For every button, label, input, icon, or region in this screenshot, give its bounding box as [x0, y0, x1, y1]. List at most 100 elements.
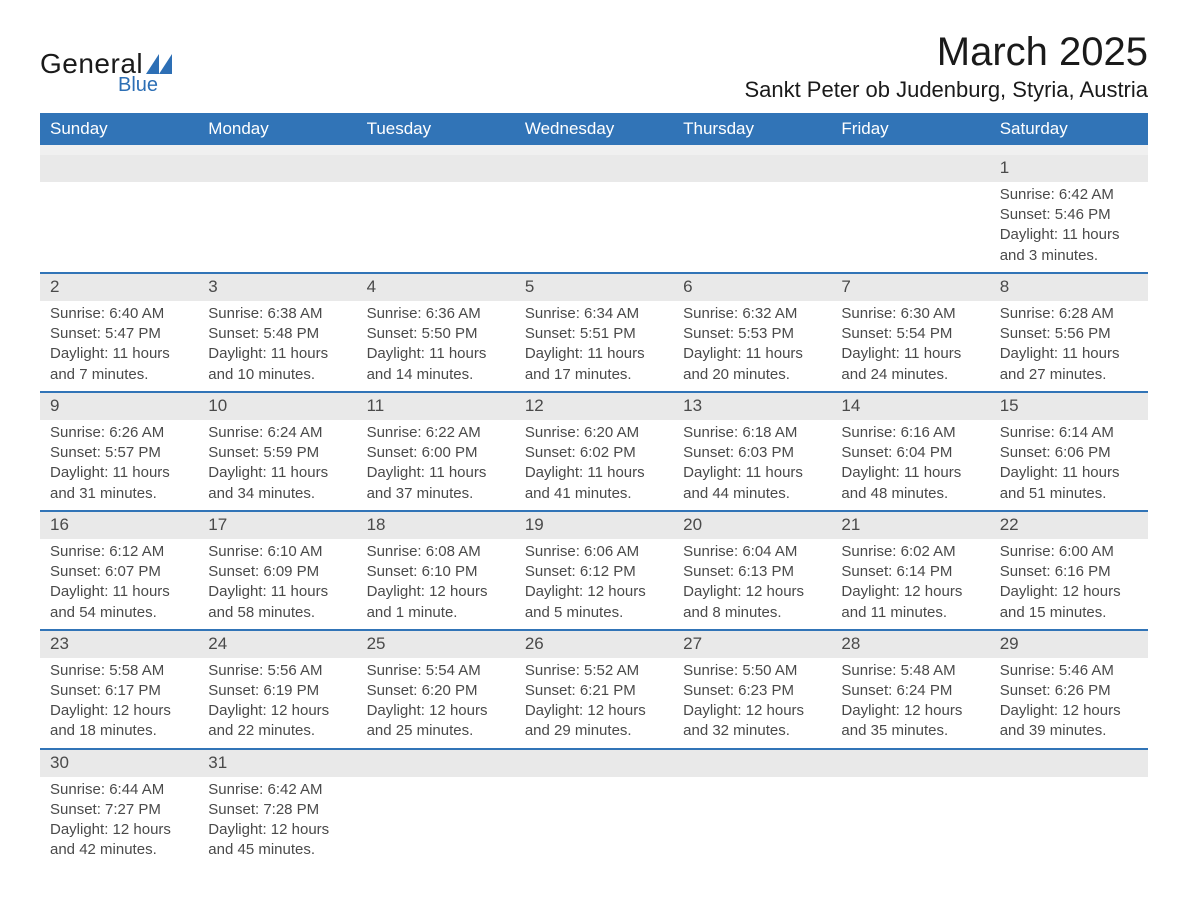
- daylight-line: and 22 minutes.: [208, 721, 354, 741]
- daylight-line: Daylight: 12 hours: [208, 820, 354, 840]
- daylight-line: Daylight: 12 hours: [208, 701, 354, 721]
- day-body: Sunrise: 6:12 AMSunset: 6:07 PMDaylight:…: [40, 542, 198, 623]
- daylight-line: and 39 minutes.: [1000, 721, 1146, 741]
- sunset-line: Sunset: 6:03 PM: [683, 443, 829, 463]
- day-body: Sunrise: 5:48 AMSunset: 6:24 PMDaylight:…: [831, 661, 989, 742]
- day-body: Sunrise: 6:06 AMSunset: 6:12 PMDaylight:…: [515, 542, 673, 623]
- sunrise-line: Sunrise: 6:06 AM: [525, 542, 671, 562]
- day-cell: 10Sunrise: 6:24 AMSunset: 5:59 PMDayligh…: [198, 393, 356, 510]
- sunrise-line: Sunrise: 5:46 AM: [1000, 661, 1146, 681]
- sunset-line: Sunset: 6:09 PM: [208, 562, 354, 582]
- sunrise-line: Sunrise: 6:28 AM: [1000, 304, 1146, 324]
- sunrise-line: Sunrise: 6:26 AM: [50, 423, 196, 443]
- day-body: Sunrise: 6:26 AMSunset: 5:57 PMDaylight:…: [40, 423, 198, 504]
- day-body: Sunrise: 6:04 AMSunset: 6:13 PMDaylight:…: [673, 542, 831, 623]
- day-body: Sunrise: 5:50 AMSunset: 6:23 PMDaylight:…: [673, 661, 831, 742]
- day-cell: 8Sunrise: 6:28 AMSunset: 5:56 PMDaylight…: [990, 274, 1148, 391]
- sunrise-line: Sunrise: 6:08 AM: [367, 542, 513, 562]
- day-body: Sunrise: 6:24 AMSunset: 5:59 PMDaylight:…: [198, 423, 356, 504]
- sunrise-line: Sunrise: 6:12 AM: [50, 542, 196, 562]
- day-body: Sunrise: 6:00 AMSunset: 6:16 PMDaylight:…: [990, 542, 1148, 623]
- daylight-line: Daylight: 11 hours: [367, 463, 513, 483]
- sunset-line: Sunset: 7:27 PM: [50, 800, 196, 820]
- day-cell: 6Sunrise: 6:32 AMSunset: 5:53 PMDaylight…: [673, 274, 831, 391]
- daylight-line: Daylight: 11 hours: [208, 344, 354, 364]
- daylight-line: Daylight: 12 hours: [1000, 701, 1146, 721]
- day-cell: 31Sunrise: 6:42 AMSunset: 7:28 PMDayligh…: [198, 750, 356, 867]
- day-cell: 18Sunrise: 6:08 AMSunset: 6:10 PMDayligh…: [357, 512, 515, 629]
- weeks-container: 1Sunrise: 6:42 AMSunset: 5:46 PMDaylight…: [40, 155, 1148, 867]
- day-number: 15: [990, 393, 1148, 420]
- day-cell: 28 Sunrise: 5:48 AMSunset: 6:24 PMDayligh…: [831, 631, 989, 748]
- calendar: Sunday Monday Tuesday Wednesday Thursday…: [40, 113, 1148, 867]
- day-cell: 13Sunrise: 6:18 AMSunset: 6:03 PMDayligh…: [673, 393, 831, 510]
- daylight-line: and 1 minute.: [367, 603, 513, 623]
- weekday-header: Sunday: [40, 113, 198, 145]
- day-cell: 29Sunrise: 5:46 AMSunset: 6:26 PMDayligh…: [990, 631, 1148, 748]
- daylight-line: and 32 minutes.: [683, 721, 829, 741]
- daylight-line: Daylight: 11 hours: [841, 463, 987, 483]
- sunset-line: Sunset: 6:12 PM: [525, 562, 671, 582]
- day-cell: [673, 750, 831, 867]
- sunset-line: Sunset: 6:06 PM: [1000, 443, 1146, 463]
- day-body: Sunrise: 6:42 AMSunset: 5:46 PMDaylight:…: [990, 185, 1148, 266]
- day-cell: [198, 155, 356, 272]
- day-number: 28: [831, 631, 989, 658]
- sunset-line: Sunset: 6:19 PM: [208, 681, 354, 701]
- day-cell: 30Sunrise: 6:44 AMSunset: 7:27 PMDayligh…: [40, 750, 198, 867]
- title-block: March 2025 Sankt Peter ob Judenburg, Sty…: [744, 30, 1148, 103]
- day-number: 27: [673, 631, 831, 658]
- daylight-line: Daylight: 11 hours: [1000, 344, 1146, 364]
- sunset-line: Sunset: 5:59 PM: [208, 443, 354, 463]
- daylight-line: and 17 minutes.: [525, 365, 671, 385]
- day-body-empty: [673, 185, 831, 205]
- daylight-line: and 34 minutes.: [208, 484, 354, 504]
- sunrise-line: Sunrise: 6:10 AM: [208, 542, 354, 562]
- daylight-line: Daylight: 11 hours: [50, 344, 196, 364]
- daylight-line: Daylight: 12 hours: [525, 701, 671, 721]
- sunrise-line: Sunrise: 5:52 AM: [525, 661, 671, 681]
- week-row: 2Sunrise: 6:40 AMSunset: 5:47 PMDaylight…: [40, 274, 1148, 393]
- day-cell: 7Sunrise: 6:30 AMSunset: 5:54 PMDaylight…: [831, 274, 989, 391]
- day-cell: 4Sunrise: 6:36 AMSunset: 5:50 PMDaylight…: [357, 274, 515, 391]
- daylight-line: and 5 minutes.: [525, 603, 671, 623]
- daylight-line: and 35 minutes.: [841, 721, 987, 741]
- day-cell: 22 Sunrise: 6:00 AMSunset: 6:16 PMDayligh…: [990, 512, 1148, 629]
- daylight-line: Daylight: 11 hours: [50, 582, 196, 602]
- sunset-line: Sunset: 5:54 PM: [841, 324, 987, 344]
- daylight-line: Daylight: 12 hours: [50, 820, 196, 840]
- sunset-line: Sunset: 5:51 PM: [525, 324, 671, 344]
- day-number: [515, 750, 673, 777]
- daylight-line: and 42 minutes.: [50, 840, 196, 860]
- day-number: 23: [40, 631, 198, 658]
- week-row: 23Sunrise: 5:58 AMSunset: 6:17 PMDayligh…: [40, 631, 1148, 750]
- logo-block: General Blue: [40, 30, 172, 97]
- day-number: [357, 155, 515, 182]
- day-number: [831, 750, 989, 777]
- sunset-line: Sunset: 7:28 PM: [208, 800, 354, 820]
- daylight-line: and 25 minutes.: [367, 721, 513, 741]
- day-number: [40, 155, 198, 182]
- daylight-line: and 7 minutes.: [50, 365, 196, 385]
- daylight-line: and 11 minutes.: [841, 603, 987, 623]
- day-body-empty: [515, 185, 673, 205]
- day-body: Sunrise: 5:46 AMSunset: 6:26 PMDaylight:…: [990, 661, 1148, 742]
- day-cell: 9Sunrise: 6:26 AMSunset: 5:57 PMDaylight…: [40, 393, 198, 510]
- daylight-line: Daylight: 11 hours: [683, 344, 829, 364]
- daylight-line: and 8 minutes.: [683, 603, 829, 623]
- header: General Blue March 2025 Sankt Peter ob J…: [40, 30, 1148, 103]
- day-cell: 5Sunrise: 6:34 AMSunset: 5:51 PMDaylight…: [515, 274, 673, 391]
- day-cell: 15Sunrise: 6:14 AMSunset: 6:06 PMDayligh…: [990, 393, 1148, 510]
- daylight-line: Daylight: 12 hours: [367, 582, 513, 602]
- weekday-header: Monday: [198, 113, 356, 145]
- day-number: 8: [990, 274, 1148, 301]
- sunrise-line: Sunrise: 5:54 AM: [367, 661, 513, 681]
- daylight-line: Daylight: 11 hours: [50, 463, 196, 483]
- day-cell: 12Sunrise: 6:20 AMSunset: 6:02 PMDayligh…: [515, 393, 673, 510]
- daylight-line: and 18 minutes.: [50, 721, 196, 741]
- daylight-line: Daylight: 11 hours: [841, 344, 987, 364]
- day-number: 22: [990, 512, 1148, 539]
- day-body-empty: [831, 185, 989, 205]
- weekday-header: Thursday: [673, 113, 831, 145]
- day-number: 5: [515, 274, 673, 301]
